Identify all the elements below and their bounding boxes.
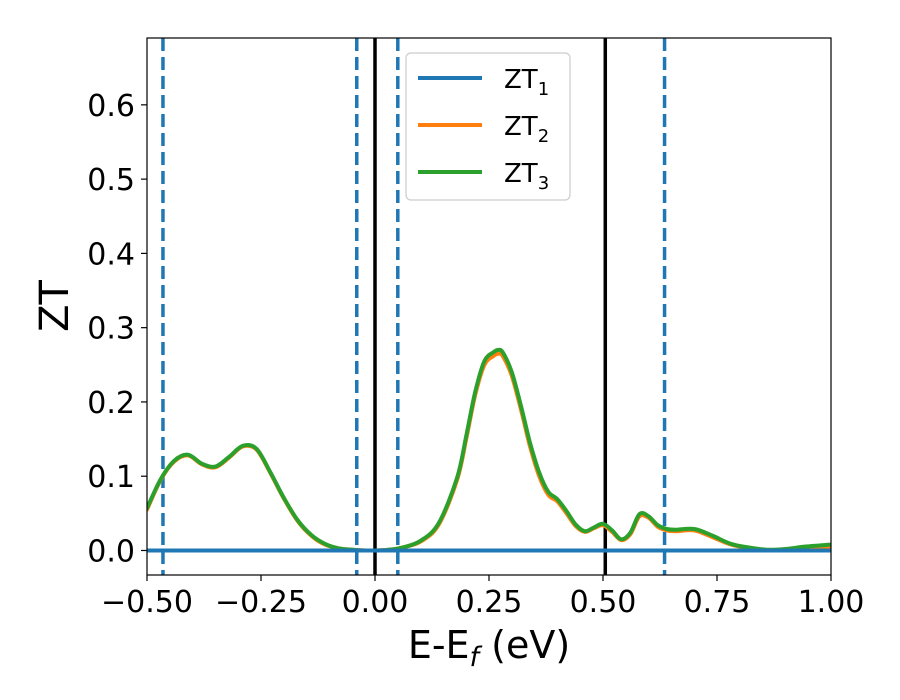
x-axis: −0.50 −0.25 0.00 0.25 0.50 0.75 1.00 (101, 575, 864, 620)
x-axis-label: E-Ef (eV) (408, 623, 570, 673)
reference-lines (161, 38, 667, 575)
x-tick-label: 1.00 (798, 585, 865, 620)
y-axis: 0.0 0.1 0.2 0.3 0.4 0.5 0.6 (87, 89, 147, 569)
y-tick-label: 0.1 (87, 460, 135, 495)
legend-box (405, 52, 571, 201)
x-tick-label: 0.25 (456, 585, 523, 620)
series-line-zt2 (147, 351, 831, 553)
x-tick-label: 0.50 (570, 585, 637, 620)
series-lines (147, 347, 831, 553)
y-tick-label: 0.0 (87, 534, 135, 569)
x-tick-label: 0.00 (342, 585, 409, 620)
legend-label-zt2: ZT2 (504, 112, 549, 147)
y-tick-label: 0.5 (87, 163, 135, 198)
series-line-zt3 (147, 347, 831, 553)
x-axis-label-main: E-E (408, 623, 470, 667)
y-tick-label: 0.4 (87, 237, 135, 272)
y-axis-label: ZT (32, 280, 78, 332)
x-tick-label: −0.25 (215, 585, 307, 620)
legend-label-zt1: ZT1 (504, 65, 549, 100)
x-axis-label-unit: (eV) (479, 623, 570, 667)
legend: ZT1 ZT2 ZT3 (405, 52, 571, 201)
y-tick-label: 0.3 (87, 312, 135, 347)
x-tick-label: 0.75 (684, 585, 751, 620)
y-tick-label: 0.2 (87, 386, 135, 421)
legend-label-zt3: ZT3 (504, 159, 549, 194)
y-tick-label: 0.6 (87, 89, 135, 124)
x-tick-label: −0.50 (101, 585, 193, 620)
